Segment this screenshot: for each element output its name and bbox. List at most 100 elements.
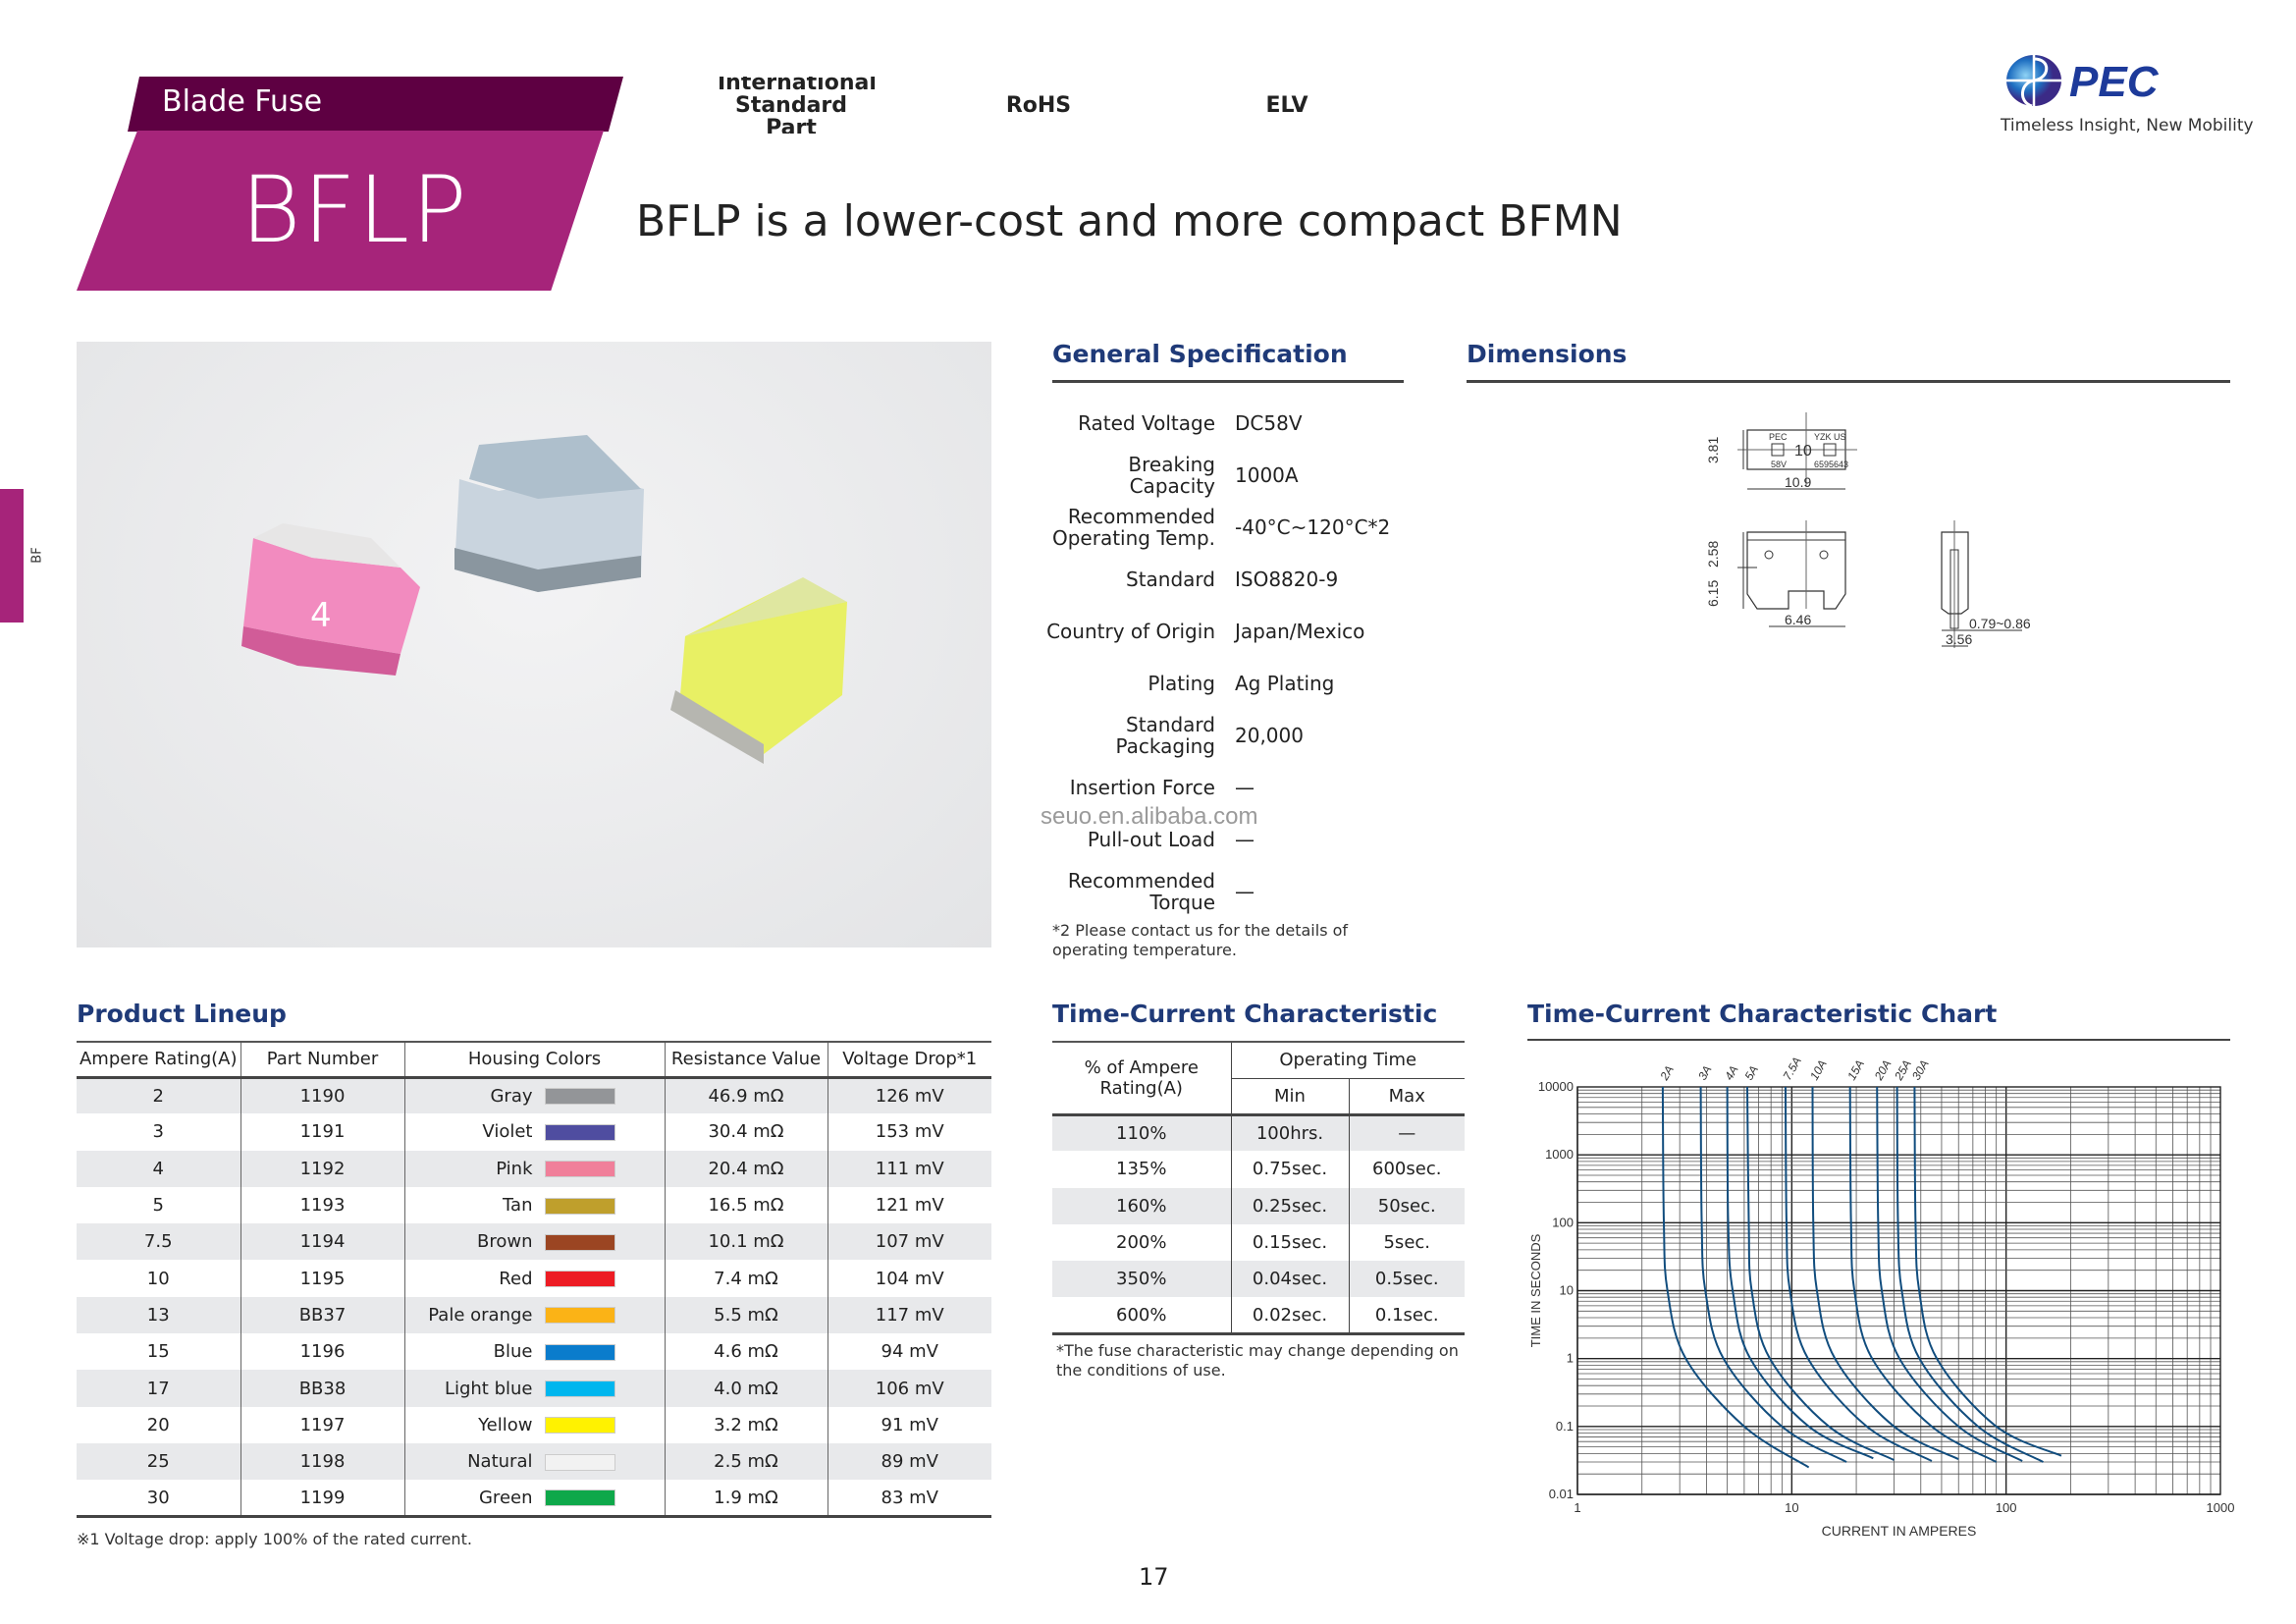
tc-footnote: *The fuse characteristic may change depe… [1056, 1341, 1459, 1380]
housing-color-cell: Pale orange [403, 1296, 665, 1334]
fuse-yellow [670, 577, 847, 764]
housing-color-cell: Pink [403, 1150, 665, 1187]
col-voltage-drop: Voltage Drop*1 [827, 1042, 991, 1079]
y-tick-label: 1000 [1545, 1147, 1574, 1162]
spec-value: ISO8820-9 [1235, 567, 1339, 591]
part-number-cell: 1196 [240, 1333, 404, 1371]
y-tick-label: 0.1 [1556, 1419, 1574, 1434]
spec-value: DC58V [1235, 410, 1303, 435]
y-tick-label: 10 [1560, 1283, 1574, 1298]
ampere-cell: 10 [146, 1268, 170, 1289]
x-tick-label: 1000 [2207, 1500, 2235, 1515]
svg-text:10: 10 [1794, 443, 1812, 460]
housing-color-cell: Violet [403, 1113, 665, 1151]
max-time-cell: 0.5sec. [1348, 1261, 1465, 1298]
max-time-cell: — [1348, 1114, 1465, 1152]
spec-label: Recommended Torque [1067, 868, 1215, 914]
dim-top-height: 3.81 [1705, 437, 1721, 463]
voltage-drop-cell: 121 mV [827, 1186, 991, 1224]
y-axis-title: TIME IN SECONDS [1528, 1233, 1543, 1347]
spec-value: — [1235, 827, 1255, 851]
color-name: Green [478, 1487, 533, 1508]
tc-row: 110% 100hrs. — [1052, 1114, 1465, 1152]
ampere-cell: 17 [146, 1378, 170, 1399]
x-tick-label: 100 [1996, 1500, 2017, 1515]
dimension-drawing: PEC YZK US 10 58V 6595643 3.81 10.9 2.58… [1705, 412, 2031, 648]
spec-label: Plating [1148, 671, 1215, 695]
curve-4A [1726, 1086, 1874, 1460]
product-title: BFLP [240, 157, 469, 264]
y-tick-label: 1 [1567, 1351, 1574, 1366]
fuse-clear [454, 435, 644, 592]
curve-25A [1896, 1086, 2044, 1463]
logo-tagline: Timeless Insight, New Mobility [2001, 116, 2254, 135]
curve-label: 10A [1807, 1057, 1830, 1082]
x-tick-label: 1 [1574, 1500, 1580, 1515]
housing-color-cell: Tan [403, 1186, 665, 1224]
y-tick-label: 100 [1552, 1215, 1574, 1229]
time-current-chart: 1 10 100 1000 10000 1000 100 10 1 0.1 0.01 CURRENT … [1528, 1055, 2235, 1539]
resistance-cell: 5.5 mΩ [664, 1296, 828, 1334]
resistance-cell: 10.1 mΩ [664, 1223, 828, 1261]
lineup-row: 30 1199 Green 1.9 mΩ 83 mV [77, 1480, 991, 1517]
product-photo: 4 [77, 342, 991, 947]
spec-value: Japan/Mexico [1235, 619, 1365, 643]
color-name: Pale orange [428, 1304, 533, 1326]
color-swatch [544, 1380, 615, 1398]
tc-row: 350% 0.04sec. 0.5sec. [1052, 1261, 1465, 1298]
dim-blade-thickness: 0.79~0.86 [1969, 616, 2031, 631]
col-percent-rating: % of Ampere Rating(A) [1052, 1042, 1231, 1116]
curve-label: 4A [1722, 1063, 1740, 1083]
curve-label: 25A [1892, 1057, 1914, 1083]
svg-text:YZK US: YZK US [1814, 432, 1846, 442]
curve-label: 5A [1741, 1063, 1760, 1083]
curve-label: 15A [1844, 1057, 1867, 1082]
ampere-cell: 13 [146, 1304, 170, 1326]
ampere-cell: 2 [152, 1085, 164, 1107]
ampere-cell: 5 [152, 1195, 164, 1217]
curve-20A [1876, 1086, 2023, 1462]
housing-color-cell: Yellow [403, 1406, 665, 1443]
percent-cell: 200% [1116, 1232, 1167, 1254]
color-swatch [544, 1343, 615, 1361]
product-band [77, 131, 604, 291]
spec-row: Recommended Torque — [1041, 865, 1433, 917]
curve-label: 3A [1695, 1063, 1714, 1083]
min-time-cell: 100hrs. [1230, 1114, 1349, 1152]
lineup-row: 10 1195 Red 7.4 mΩ 104 mV [77, 1260, 991, 1297]
ampere-cell: 15 [146, 1341, 170, 1363]
dim-front-height: 6.15 [1705, 580, 1721, 607]
resistance-cell: 46.9 mΩ [664, 1077, 828, 1114]
part-number-cell: BB37 [240, 1296, 404, 1334]
part-number-cell: 1198 [240, 1442, 404, 1481]
svg-text:4: 4 [310, 596, 332, 635]
svg-text:PEC: PEC [1769, 432, 1788, 442]
spec-value: — [1235, 879, 1255, 903]
category-band [128, 77, 623, 132]
min-time-cell: 0.15sec. [1230, 1223, 1349, 1262]
x-axis-title: CURRENT IN AMPERES [1822, 1523, 1977, 1539]
color-swatch [544, 1453, 615, 1471]
curve-label: 2A [1657, 1063, 1677, 1084]
voltage-drop-cell: 104 mV [827, 1260, 991, 1297]
spec-label: Standard Packaging [1115, 712, 1215, 758]
spec-label: Insertion Force [1069, 775, 1215, 799]
spec-row: Recommended Operating Temp. -40°C~120°C*2 [1041, 501, 1433, 553]
page-number: 17 [1139, 1563, 1169, 1591]
max-time-cell: 0.1sec. [1348, 1297, 1465, 1334]
lineup-row: 2 1190 Gray 46.9 mΩ 126 mV [77, 1077, 991, 1114]
voltage-drop-cell: 83 mV [827, 1480, 991, 1517]
voltage-drop-cell: 89 mV [827, 1442, 991, 1481]
tc-row: 160% 0.25sec. 50sec. [1052, 1187, 1465, 1224]
lineup-row: 20 1197 Yellow 3.2 mΩ 91 mV [77, 1406, 991, 1443]
color-name: Blue [493, 1341, 533, 1363]
spec-row: Standard ISO8820-9 [1041, 553, 1433, 605]
spec-row: Insertion Force — [1041, 761, 1433, 813]
percent-cell: 350% [1116, 1269, 1167, 1290]
part-number-cell: 1191 [240, 1113, 404, 1151]
spec-label: Country of Origin [1046, 619, 1215, 643]
curve-5A [1746, 1086, 1895, 1461]
spec-value: Ag Plating [1235, 671, 1335, 695]
badge-rohs: RoHS [1005, 92, 1072, 118]
color-swatch [544, 1088, 615, 1106]
